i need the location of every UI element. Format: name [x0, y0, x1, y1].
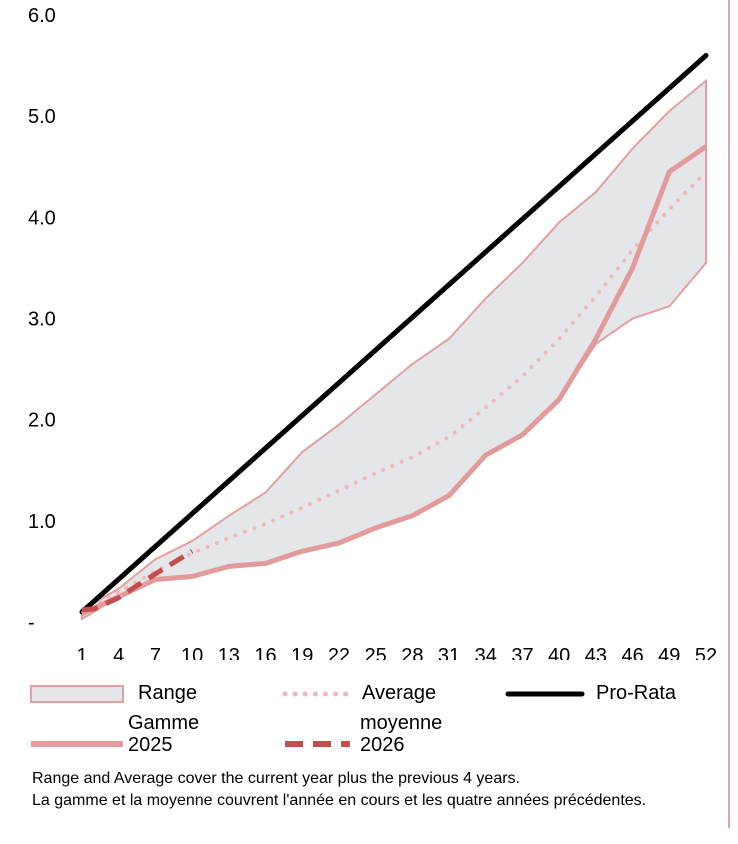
y-tick-label: 3.0	[28, 309, 56, 331]
x-tick-label: 52	[695, 645, 717, 660]
footnote-french: La gamme et la moyenne couvrent l'année …	[32, 792, 647, 809]
legend-range-label: Range	[138, 682, 197, 704]
x-tick-label: 1	[76, 645, 87, 660]
x-tick-label: 49	[658, 645, 680, 660]
range-band-layer	[81, 78, 707, 621]
x-tick-label: 13	[218, 645, 240, 660]
moyenne-2026-line	[81, 549, 194, 613]
legend-range-swatch	[30, 685, 124, 703]
y-tick-label: 2.0	[28, 410, 56, 432]
gamme-2025-line	[80, 144, 708, 617]
y-tick-label: 4.0	[28, 207, 56, 229]
prorata-line	[79, 52, 709, 615]
y-tick-label: 5.0	[28, 106, 56, 128]
legend-gamme-label: Gamme	[128, 712, 200, 734]
footnote-english: Range and Average cover the current year…	[32, 770, 520, 787]
legend-swatches	[30, 685, 585, 747]
x-tick-label: 25	[365, 645, 387, 660]
x-tick-label: 37	[511, 645, 533, 660]
series-lines-layer	[79, 52, 709, 617]
legend-prorata-label: Pro-Rata	[596, 682, 677, 704]
x-axis-ticks: 1 4 7 10 13 16 19 22 25 28 31 34 37 40 43 46 49 52	[76, 645, 717, 660]
right-border-line	[728, 0, 730, 828]
legend-average-label: Average	[362, 682, 437, 704]
x-tick-label: 28	[401, 645, 423, 660]
x-tick-label: 46	[621, 645, 643, 660]
range-band	[81, 78, 707, 621]
x-tick-label: 40	[548, 645, 570, 660]
x-tick-label: 34	[475, 645, 497, 660]
x-tick-label: 7	[150, 645, 161, 660]
legend-moyenne-label: moyenne	[360, 712, 443, 734]
x-tick-label: 19	[291, 645, 313, 660]
legend-2026-label: 2026	[360, 734, 405, 756]
chart-area: - 1.0 2.0 3.0 4.0 5.0 6.0 1 4 7 10 13 16 19 22 25 28 31 3…	[28, 5, 717, 660]
legend-2025-label: 2025	[128, 734, 173, 756]
x-tick-label: 31	[438, 645, 460, 660]
average-line	[80, 169, 708, 614]
x-tick-label: 4	[113, 645, 124, 660]
y-tick-label: 6.0	[28, 5, 56, 27]
y-axis-ticks: - 1.0 2.0 3.0 4.0 5.0 6.0	[28, 5, 56, 634]
x-tick-label: 16	[254, 645, 276, 660]
x-tick-label: 22	[328, 645, 350, 660]
y-tick-label: 1.0	[28, 511, 56, 533]
x-tick-label: 43	[585, 645, 607, 660]
y-tick-label: -	[28, 612, 35, 634]
x-tick-label: 10	[181, 645, 203, 660]
